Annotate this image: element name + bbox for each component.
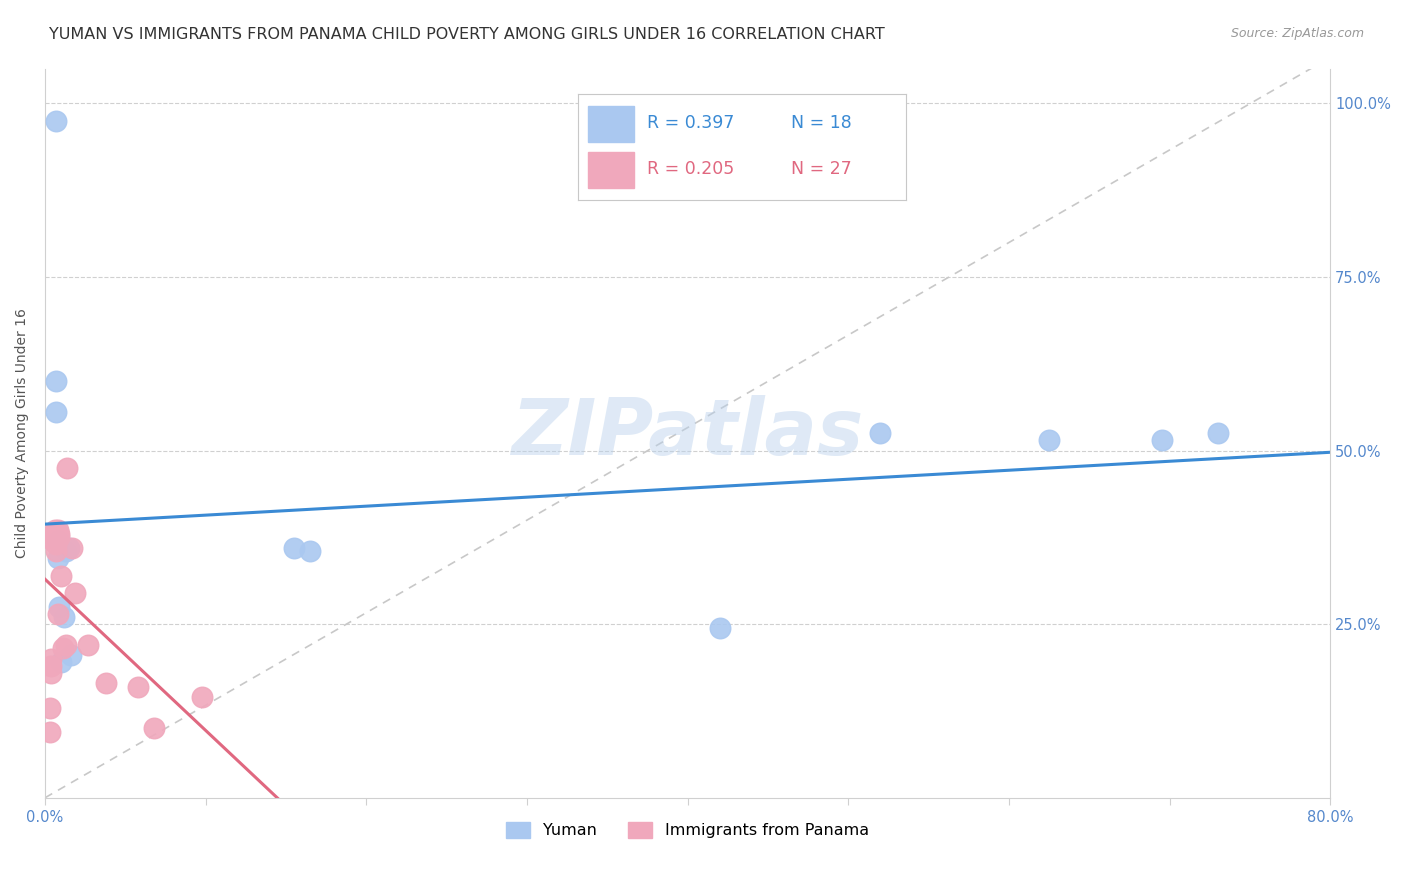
Point <box>299 544 322 558</box>
Point <box>77 638 100 652</box>
Point <box>44 530 66 544</box>
Point <box>65 586 87 600</box>
Point <box>49 656 72 670</box>
Point <box>143 722 166 736</box>
Point <box>45 405 67 419</box>
Point <box>41 652 63 666</box>
Point <box>38 724 60 739</box>
Point <box>1038 433 1060 447</box>
Point <box>41 665 63 680</box>
Point <box>46 533 69 548</box>
Point <box>56 461 79 475</box>
Point <box>58 541 80 555</box>
Point <box>127 680 149 694</box>
Point <box>283 541 305 555</box>
Point <box>41 658 63 673</box>
Point <box>45 374 67 388</box>
Point <box>38 700 60 714</box>
Y-axis label: Child Poverty Among Girls Under 16: Child Poverty Among Girls Under 16 <box>15 309 30 558</box>
Point <box>60 541 83 555</box>
Point <box>46 551 69 566</box>
Point <box>1150 433 1173 447</box>
Point <box>48 599 70 614</box>
Point <box>709 621 731 635</box>
Point <box>869 426 891 441</box>
Point <box>45 113 67 128</box>
Point <box>42 527 65 541</box>
Legend: Yuman, Immigrants from Panama: Yuman, Immigrants from Panama <box>499 815 876 845</box>
Point <box>59 648 82 663</box>
Text: YUMAN VS IMMIGRANTS FROM PANAMA CHILD POVERTY AMONG GIRLS UNDER 16 CORRELATION C: YUMAN VS IMMIGRANTS FROM PANAMA CHILD PO… <box>49 27 884 42</box>
Point <box>49 568 72 582</box>
Point <box>55 638 77 652</box>
Text: ZIPatlas: ZIPatlas <box>512 395 863 471</box>
Point <box>191 690 214 704</box>
Point <box>44 524 66 538</box>
Point <box>94 676 117 690</box>
Point <box>45 537 67 551</box>
Point <box>48 527 70 541</box>
Point <box>42 533 65 548</box>
Point <box>52 641 75 656</box>
Point <box>45 544 67 558</box>
Point <box>45 530 67 544</box>
Point <box>46 524 69 538</box>
Point <box>53 610 76 624</box>
Point <box>46 607 69 621</box>
Point <box>48 530 70 544</box>
Point <box>55 544 77 558</box>
Text: Source: ZipAtlas.com: Source: ZipAtlas.com <box>1230 27 1364 40</box>
Point <box>1206 426 1229 441</box>
